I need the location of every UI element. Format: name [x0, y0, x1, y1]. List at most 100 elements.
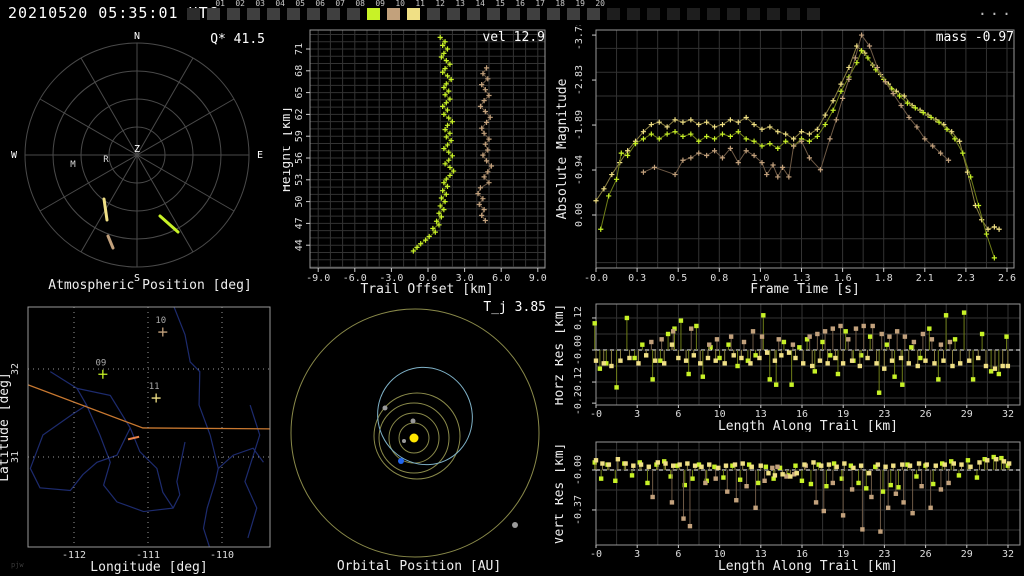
residual-point	[810, 364, 814, 368]
residual-point	[977, 460, 981, 464]
magnitude-panel: -0.00.30.50.81.01.31.61.82.12.32.6-3.78-…	[555, 25, 1024, 304]
residual-point	[614, 385, 618, 389]
y-tick-label: 59	[294, 130, 305, 142]
residual-point	[593, 321, 597, 325]
meteor-analysis-app: 20210520 05:35:01 UTC 010203040506070809…	[0, 0, 1024, 576]
residual-point	[994, 457, 998, 461]
overflow-menu-button[interactable]: ...	[978, 1, 1014, 19]
residual-point	[703, 481, 707, 485]
frame-box-01[interactable]: 01	[206, 0, 226, 25]
frame-swatch	[807, 8, 820, 20]
frame-swatch	[207, 8, 220, 20]
residual-point	[820, 340, 824, 344]
venus-dot	[411, 419, 416, 424]
frame-box-13[interactable]: 13	[446, 0, 466, 25]
frame-number: 04	[275, 0, 285, 8]
residual-point	[950, 364, 954, 368]
frame-swatch	[687, 8, 700, 20]
residual-point	[838, 324, 842, 328]
x-tick-label: 32	[1002, 409, 1014, 420]
residual-point	[662, 361, 666, 365]
residual-point	[713, 476, 717, 480]
frame-box-blank[interactable]	[726, 0, 746, 25]
frame-number: 18	[555, 0, 565, 8]
frame-box-12[interactable]: 12	[426, 0, 446, 25]
frame-box-02[interactable]: 02	[226, 0, 246, 25]
residual-point	[770, 466, 774, 470]
frame-box-10[interactable]: 10	[386, 0, 406, 25]
frame-box-17[interactable]: 17	[526, 0, 546, 25]
frame-box-blank[interactable]	[786, 0, 806, 25]
frame-box-04[interactable]: 04	[266, 0, 286, 25]
x-tick-label: 6	[675, 409, 681, 420]
frame-box-blank[interactable]	[666, 0, 686, 25]
frame-box-15[interactable]: 15	[486, 0, 506, 25]
x-tick-label: 0.8	[710, 273, 728, 284]
frame-swatch	[527, 8, 540, 20]
residual-point	[919, 484, 923, 488]
frame-box-blank[interactable]	[646, 0, 666, 25]
frame-box-blank[interactable]	[766, 0, 786, 25]
residual-point	[894, 492, 898, 496]
polar-plot-title: Atmospheric Position [deg]	[48, 278, 252, 293]
frame-swatch	[367, 8, 380, 20]
frame-box-19[interactable]: 19	[566, 0, 586, 25]
residual-point	[959, 462, 963, 466]
residual-point	[850, 487, 854, 491]
x-tick-label: 3	[634, 409, 640, 420]
residual-point	[908, 463, 912, 467]
residual-point	[864, 486, 868, 490]
x-tick-label: -110	[210, 550, 234, 561]
residual-point	[900, 462, 904, 466]
frame-swatch	[467, 8, 480, 20]
zenith-label: Z	[134, 144, 140, 155]
frame-box-05[interactable]: 05	[286, 0, 306, 25]
residual-point	[887, 334, 891, 338]
frame-box-16[interactable]: 16	[506, 0, 526, 25]
residual-point	[670, 342, 674, 346]
residual-point	[753, 506, 757, 510]
frame-box-03[interactable]: 03	[246, 0, 266, 25]
frame-number: 19	[575, 0, 585, 8]
residual-point	[851, 466, 855, 470]
residual-point	[936, 377, 940, 381]
residual-point	[716, 466, 720, 470]
frame-box-09[interactable]: 09	[366, 0, 386, 25]
frame-box-blank[interactable]	[626, 0, 646, 25]
frame-swatch	[427, 8, 440, 20]
frame-box-06[interactable]: 06	[306, 0, 326, 25]
residual-point	[766, 471, 770, 475]
residual-point	[694, 324, 698, 328]
residual-point	[912, 340, 916, 344]
residual-point	[761, 313, 765, 317]
frame-box-blank[interactable]	[186, 0, 206, 25]
frame-box-blank[interactable]	[686, 0, 706, 25]
residual-point	[957, 473, 961, 477]
x-tick-label: -9.0	[306, 273, 330, 284]
frame-number: 08	[355, 0, 365, 8]
residual-point	[923, 358, 927, 362]
frame-box-blank[interactable]	[706, 0, 726, 25]
frame-box-blank[interactable]	[606, 0, 626, 25]
residual-point	[756, 481, 760, 485]
frame-box-18[interactable]: 18	[546, 0, 566, 25]
residual-point	[895, 329, 899, 333]
x-tick-label: 3	[634, 549, 640, 560]
residual-point	[688, 524, 692, 528]
frame-box-blank[interactable]	[806, 0, 826, 25]
residual-point	[1006, 364, 1010, 368]
x-tick-label: -0	[590, 549, 602, 560]
frame-box-11[interactable]: 11	[406, 0, 426, 25]
frame-box-14[interactable]: 14	[466, 0, 486, 25]
residual-point	[609, 364, 613, 368]
residual-point	[858, 364, 862, 368]
frame-box-08[interactable]: 08	[346, 0, 366, 25]
residual-point	[677, 462, 681, 466]
frame-box-blank[interactable]	[746, 0, 766, 25]
frame-swatch	[647, 8, 660, 20]
residual-point	[671, 463, 675, 467]
frame-number: 15	[495, 0, 505, 8]
frame-box-20[interactable]: 20	[586, 0, 606, 25]
residual-point	[941, 358, 945, 362]
frame-box-07[interactable]: 07	[326, 0, 346, 25]
